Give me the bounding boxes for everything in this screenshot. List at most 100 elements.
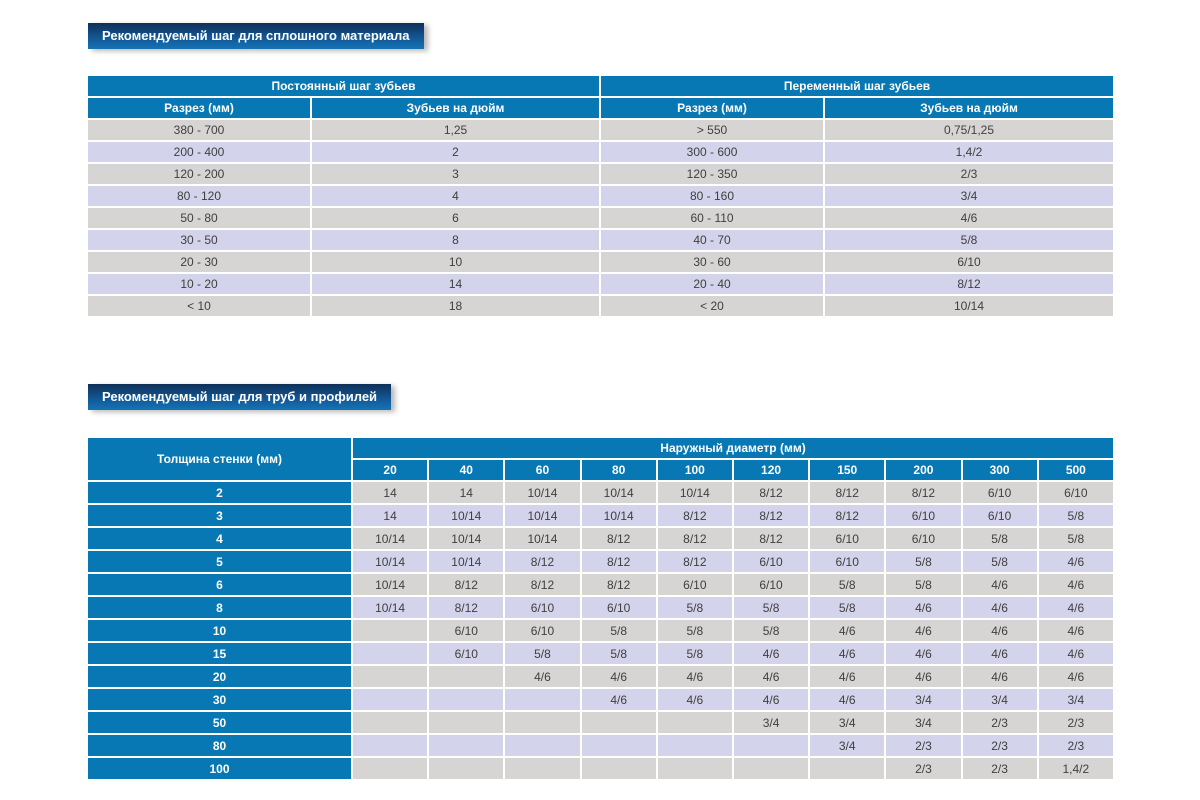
table-cell: 6/10 (886, 505, 961, 526)
table-cell: 6/10 (733, 574, 809, 595)
table-row: 5 10/14 10/14 8/12 8/12 8/12 6/10 6/10 5/8 5/8 4/6 (88, 551, 1113, 572)
table-cell: 5/8 (733, 620, 809, 641)
column-header-diameter: 120 (733, 460, 809, 480)
section-badge-pipes-profiles: Рекомендуемый шаг для труб и профилей (88, 384, 392, 410)
table-cell: 6/10 (505, 620, 580, 641)
column-header-diameter: 300 (962, 460, 1037, 480)
table-cell: 10/14 (825, 296, 1114, 316)
table-cell: 5/8 (581, 620, 656, 641)
table-cell: 5/8 (962, 528, 1037, 549)
table-cell: 10/14 (353, 528, 428, 549)
table-cell: 4/6 (962, 620, 1037, 641)
table-cell: 5/8 (505, 643, 580, 664)
table-cell: 10/14 (429, 505, 504, 526)
table-row: 10 6/10 6/10 5/8 5/8 5/8 4/6 4/6 4/6 4/6 (88, 620, 1113, 641)
row-header-thickness: 10 (88, 620, 351, 641)
group-header-row: Постоянный шаг зубьев Переменный шаг зуб… (88, 76, 1114, 96)
table-cell: 4 (312, 186, 600, 206)
table-cell: 8/12 (657, 551, 732, 572)
table-row: 380 - 700 1,25 > 550 0,75/1,25 (88, 120, 1114, 140)
table-cell: 8/12 (505, 574, 580, 595)
table-cell: 8/12 (657, 505, 732, 526)
column-header-teeth-per-inch: Зубьев на дюйм (825, 98, 1114, 118)
pipes-profiles-table: Толщина стенки (мм) Наружный диаметр (мм… (86, 436, 1115, 781)
table-cell: 2/3 (886, 735, 961, 756)
table-cell: 5/8 (810, 597, 885, 618)
table-cell: 4/6 (1038, 597, 1113, 618)
table-cell: 2 (312, 142, 600, 162)
table-row: 50 - 80 6 60 - 110 4/6 (88, 208, 1114, 228)
table-cell: 30 - 60 (601, 252, 824, 272)
table-cell: 200 - 400 (88, 142, 310, 162)
column-header-diameter: 80 (581, 460, 656, 480)
table-row: < 10 18 < 20 10/14 (88, 296, 1114, 316)
table-cell: 80 - 160 (601, 186, 824, 206)
table-cell: 4/6 (810, 643, 885, 664)
column-header-cut-mm: Разрез (мм) (88, 98, 310, 118)
table-cell: 50 - 80 (88, 208, 310, 228)
table-cell: 10/14 (581, 482, 656, 503)
table-cell: 8/12 (581, 551, 656, 572)
column-header-cut-mm: Разрез (мм) (601, 98, 824, 118)
column-header-diameter: 40 (429, 460, 504, 480)
row-header-thickness: 5 (88, 551, 351, 572)
table-cell: 4/6 (581, 689, 656, 710)
table-row: 6 10/14 8/12 8/12 8/12 6/10 6/10 5/8 5/8 4/6 4/6 (88, 574, 1113, 595)
table-cell: 6/10 (810, 528, 885, 549)
table-cell: 1,4/2 (825, 142, 1114, 162)
row-header-thickness: 20 (88, 666, 351, 687)
table-cell: 8/12 (429, 597, 504, 618)
solid-material-table: Постоянный шаг зубьев Переменный шаг зуб… (86, 74, 1115, 318)
column-header-diameter: 150 (810, 460, 885, 480)
table-cell: 8/12 (581, 528, 656, 549)
table-cell (353, 643, 428, 664)
table-cell: 5/8 (810, 574, 885, 595)
table-cell: 3/4 (886, 712, 961, 733)
table-cell (505, 712, 580, 733)
table-cell: 10/14 (353, 597, 428, 618)
group-header-row: Толщина стенки (мм) Наружный диаметр (мм… (88, 438, 1113, 480)
table-row: 100 2/3 2/3 1,4/2 (88, 758, 1113, 779)
table-cell: 8/12 (657, 528, 732, 549)
table-cell: 60 - 110 (601, 208, 824, 228)
table-cell (581, 758, 656, 779)
group-header-constant-pitch: Постоянный шаг зубьев (88, 76, 600, 96)
table-cell: 10/14 (429, 551, 504, 572)
table-cell: 4/6 (1038, 666, 1113, 687)
table-cell: 2/3 (1038, 712, 1113, 733)
table-cell: 3/4 (962, 689, 1037, 710)
table-cell: 4/6 (825, 208, 1114, 228)
table-cell: 2/3 (825, 164, 1114, 184)
row-header-thickness: 3 (88, 505, 351, 526)
table-cell: 6/10 (810, 551, 885, 572)
table-cell (505, 689, 580, 710)
table-cell: 20 - 40 (601, 274, 824, 294)
table-cell: 4/6 (1038, 620, 1113, 641)
table-cell (353, 620, 428, 641)
table-row: 200 - 400 2 300 - 600 1,4/2 (88, 142, 1114, 162)
table-cell: 6/10 (429, 620, 504, 641)
table-cell: 6/10 (505, 597, 580, 618)
table-cell: 3/4 (1038, 689, 1113, 710)
table-cell: 5/8 (657, 643, 732, 664)
table-cell (657, 712, 732, 733)
table-cell: 14 (312, 274, 600, 294)
table-cell: 5/8 (1038, 505, 1113, 526)
table-cell: 6/10 (733, 551, 809, 572)
table-cell: 8/12 (733, 482, 809, 503)
table-row: 20 - 30 10 30 - 60 6/10 (88, 252, 1114, 272)
row-header-thickness: 100 (88, 758, 351, 779)
table-cell: 4/6 (962, 666, 1037, 687)
table-cell: 10/14 (353, 574, 428, 595)
table-cell (353, 712, 428, 733)
table-cell (657, 735, 732, 756)
table-row: 20 4/6 4/6 4/6 4/6 4/6 4/6 4/6 4/6 (88, 666, 1113, 687)
section-badge-solid-material: Рекомендуемый шаг для сплошного материал… (88, 23, 424, 49)
table-cell: 6/10 (962, 505, 1037, 526)
table-row: 50 3/4 3/4 3/4 2/3 2/3 (88, 712, 1113, 733)
table-cell: 10/14 (657, 482, 732, 503)
table-cell: 14 (353, 482, 428, 503)
table-cell: 8/12 (733, 505, 809, 526)
table-cell: 380 - 700 (88, 120, 310, 140)
table-cell: 18 (312, 296, 600, 316)
